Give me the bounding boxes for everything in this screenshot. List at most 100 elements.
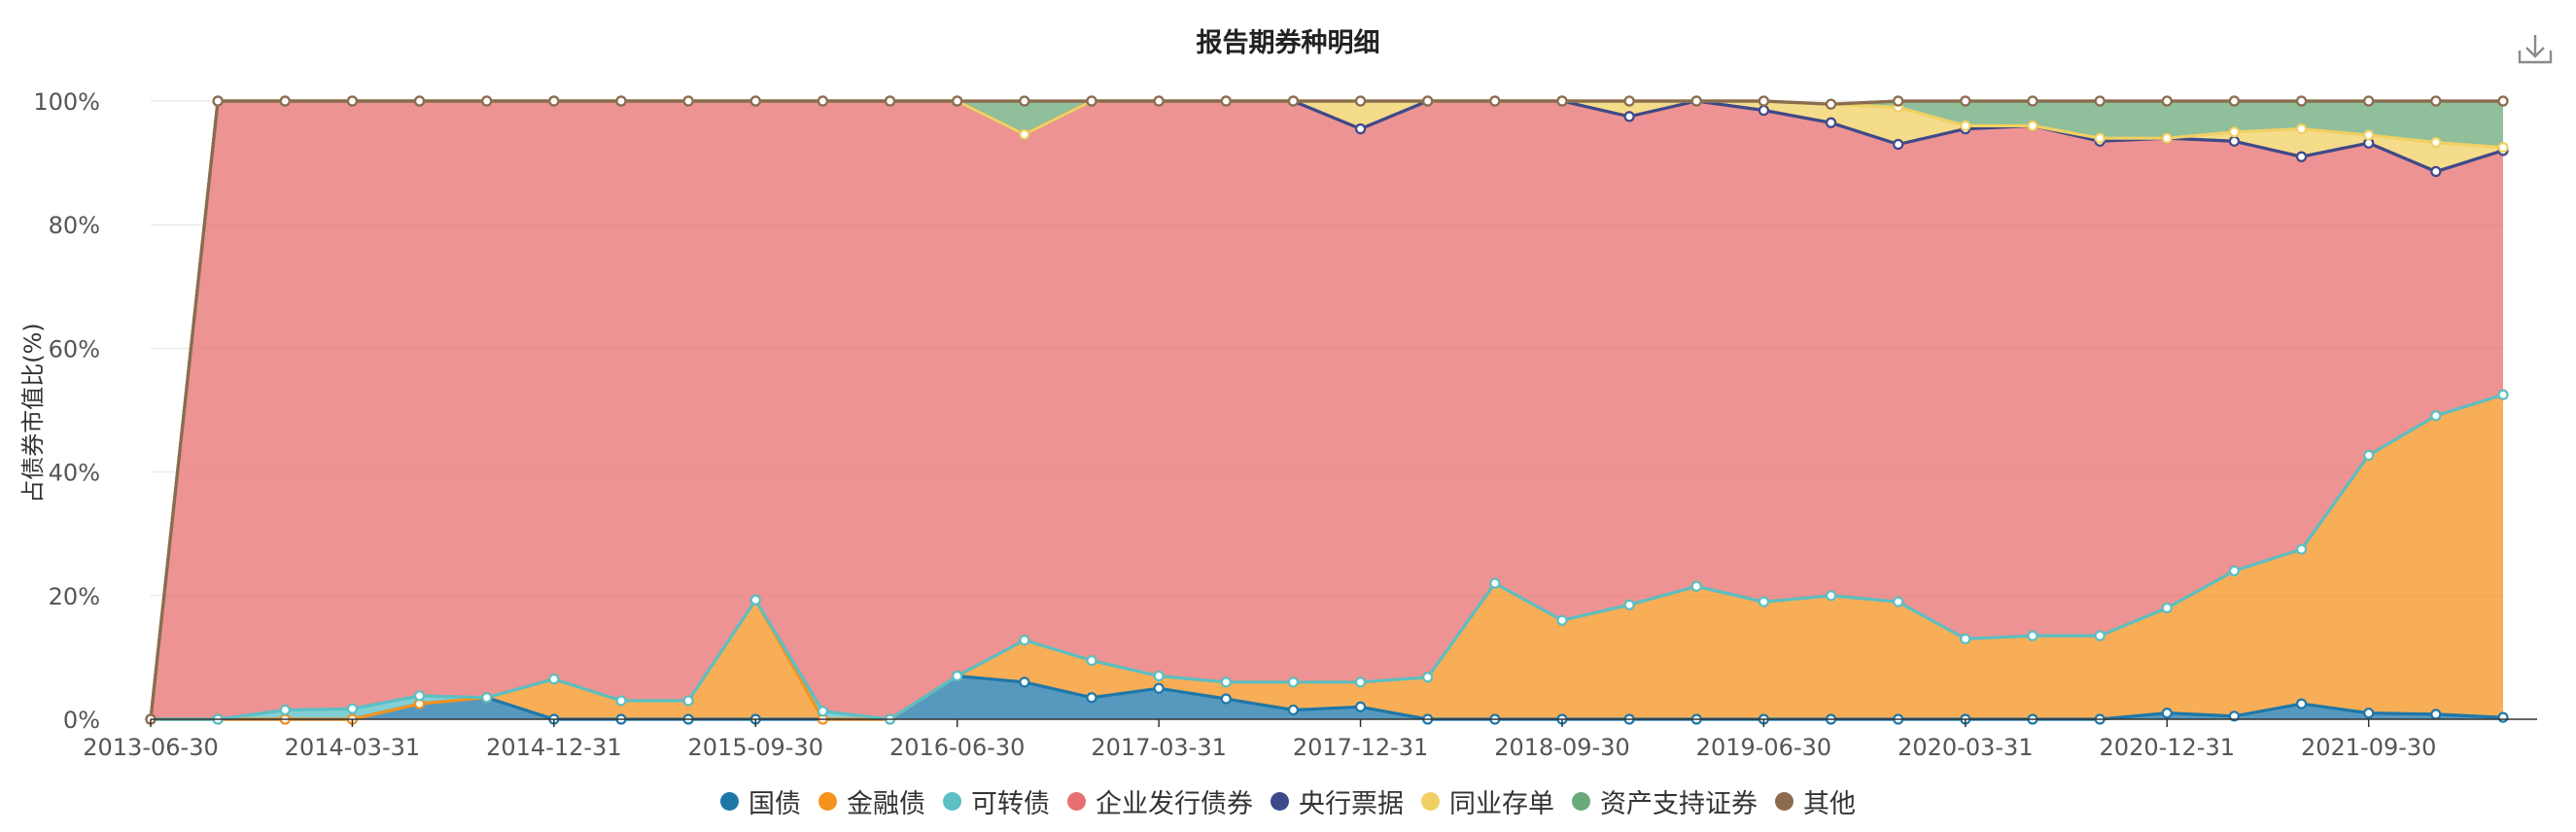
- data-point[interactable]: [2295, 123, 2308, 135]
- data-point[interactable]: [1019, 634, 1030, 646]
- data-point[interactable]: [413, 95, 426, 107]
- data-point[interactable]: [2161, 95, 2173, 107]
- data-point[interactable]: [1758, 104, 1770, 117]
- data-point[interactable]: [1153, 95, 1165, 107]
- data-point[interactable]: [2430, 165, 2442, 178]
- data-point[interactable]: [1758, 95, 1770, 107]
- data-point[interactable]: [2363, 129, 2375, 141]
- data-point[interactable]: [279, 95, 291, 107]
- data-point[interactable]: [1019, 676, 1030, 688]
- data-point[interactable]: [1086, 654, 1097, 667]
- data-point[interactable]: [2295, 151, 2308, 162]
- data-point[interactable]: [1220, 693, 1232, 705]
- data-point[interactable]: [1019, 95, 1030, 107]
- data-point[interactable]: [1354, 95, 1367, 107]
- data-point[interactable]: [1960, 633, 1971, 644]
- data-point[interactable]: [682, 695, 694, 707]
- data-point[interactable]: [2228, 135, 2241, 147]
- data-point[interactable]: [1422, 672, 1434, 683]
- data-point[interactable]: [1354, 123, 1367, 135]
- data-point[interactable]: [1489, 95, 1501, 107]
- data-point[interactable]: [1690, 580, 1702, 592]
- data-point[interactable]: [2497, 711, 2509, 723]
- data-point[interactable]: [952, 670, 963, 682]
- data-point[interactable]: [2228, 711, 2241, 722]
- data-point[interactable]: [2161, 132, 2173, 144]
- download-button[interactable]: [2516, 29, 2555, 68]
- data-point[interactable]: [1287, 676, 1300, 688]
- data-point[interactable]: [1220, 95, 1232, 107]
- data-point[interactable]: [2027, 95, 2038, 107]
- data-point[interactable]: [413, 690, 426, 702]
- data-point[interactable]: [548, 95, 560, 107]
- data-point[interactable]: [481, 692, 493, 704]
- legend-item[interactable]: 可转债: [943, 782, 1050, 820]
- data-point[interactable]: [1623, 599, 1635, 610]
- data-point[interactable]: [2430, 709, 2442, 720]
- data-point[interactable]: [1354, 701, 1367, 712]
- data-point[interactable]: [749, 594, 761, 606]
- legend-item[interactable]: 金融债: [818, 782, 925, 820]
- data-point[interactable]: [1086, 95, 1097, 107]
- legend-item[interactable]: 资产支持证券: [1572, 782, 1758, 820]
- legend-item[interactable]: 央行票据: [1271, 782, 1404, 820]
- data-point[interactable]: [481, 95, 493, 107]
- data-point[interactable]: [884, 95, 896, 107]
- data-point[interactable]: [1354, 676, 1367, 688]
- data-point[interactable]: [2497, 389, 2509, 400]
- data-point[interactable]: [1489, 577, 1501, 589]
- data-point[interactable]: [2497, 142, 2509, 154]
- data-point[interactable]: [1220, 676, 1232, 688]
- data-point[interactable]: [2027, 630, 2038, 641]
- data-point[interactable]: [1893, 95, 1904, 107]
- legend-item[interactable]: 同业存单: [1421, 782, 1554, 820]
- data-point[interactable]: [749, 95, 761, 107]
- data-point[interactable]: [1422, 95, 1434, 107]
- data-point[interactable]: [2295, 698, 2308, 710]
- data-point[interactable]: [2027, 120, 2038, 132]
- data-point[interactable]: [2363, 95, 2375, 107]
- data-point[interactable]: [1960, 120, 1971, 132]
- data-point[interactable]: [212, 95, 224, 107]
- data-point[interactable]: [817, 95, 829, 107]
- data-point[interactable]: [1893, 138, 1904, 151]
- legend-item[interactable]: 国债: [720, 782, 801, 820]
- data-point[interactable]: [2430, 137, 2442, 149]
- data-point[interactable]: [1153, 682, 1165, 694]
- data-point[interactable]: [1623, 111, 1635, 122]
- legend-item[interactable]: 其他: [1775, 782, 1856, 820]
- data-point[interactable]: [2295, 543, 2308, 555]
- data-point[interactable]: [1758, 596, 1770, 607]
- data-point[interactable]: [2430, 410, 2442, 422]
- data-point[interactable]: [346, 95, 359, 107]
- data-point[interactable]: [2228, 126, 2241, 138]
- data-point[interactable]: [1893, 596, 1904, 607]
- data-point[interactable]: [1287, 704, 1300, 716]
- data-point[interactable]: [1556, 614, 1568, 626]
- data-point[interactable]: [615, 95, 627, 107]
- data-point[interactable]: [2228, 95, 2241, 107]
- data-point[interactable]: [952, 95, 963, 107]
- data-point[interactable]: [279, 704, 291, 716]
- data-point[interactable]: [817, 706, 829, 717]
- data-point[interactable]: [1825, 117, 1837, 128]
- data-point[interactable]: [1019, 128, 1030, 140]
- data-point[interactable]: [1556, 95, 1568, 107]
- data-point[interactable]: [2161, 708, 2173, 719]
- data-point[interactable]: [1287, 95, 1300, 107]
- data-point[interactable]: [1623, 95, 1635, 107]
- data-point[interactable]: [2497, 95, 2509, 107]
- legend-item[interactable]: 企业发行债券: [1067, 782, 1253, 820]
- data-point[interactable]: [2094, 132, 2106, 144]
- data-point[interactable]: [2228, 565, 2241, 576]
- data-point[interactable]: [1153, 670, 1165, 682]
- data-point[interactable]: [2094, 95, 2106, 107]
- data-point[interactable]: [548, 674, 560, 685]
- data-point[interactable]: [682, 95, 694, 107]
- data-point[interactable]: [2161, 602, 2173, 614]
- data-point[interactable]: [2363, 708, 2375, 719]
- data-point[interactable]: [2094, 630, 2106, 641]
- data-point[interactable]: [1086, 692, 1097, 704]
- data-point[interactable]: [1690, 95, 1702, 107]
- data-point[interactable]: [1825, 590, 1837, 602]
